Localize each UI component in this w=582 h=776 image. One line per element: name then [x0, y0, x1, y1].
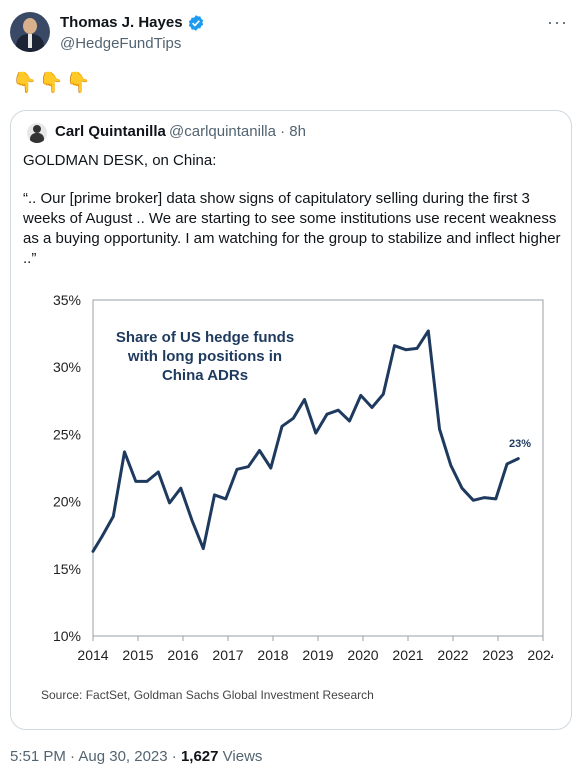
y-tick-label: 20% — [53, 494, 81, 510]
quoted-line-1: GOLDMAN DESK, on China: — [23, 152, 217, 169]
y-tick-label: 30% — [53, 359, 81, 375]
x-tick-label: 2016 — [167, 647, 198, 663]
x-tick-label: 2015 — [122, 647, 153, 663]
x-tick-label: 2024 — [527, 647, 553, 663]
author-handle[interactable]: @HedgeFundTips — [60, 35, 182, 52]
quoted-author-avatar — [27, 123, 47, 143]
y-tick-label: 25% — [53, 426, 81, 442]
x-tick-label: 2023 — [482, 647, 513, 663]
quoted-author-name: Carl Quintanilla — [55, 123, 166, 140]
tweet-footer: 5:51 PM · Aug 30, 2023 · 1,627 Views — [10, 748, 262, 765]
chart-source: Source: FactSet, Goldman Sachs Global In… — [41, 688, 374, 702]
more-options-icon[interactable]: ··· — [547, 12, 568, 32]
chart-title-line-1: Share of US hedge funds — [116, 329, 294, 346]
quoted-tweet[interactable]: Carl Quintanilla @carlquintanilla · 8h G… — [10, 110, 572, 730]
view-count: 1,627 — [180, 748, 219, 765]
views-label: Views — [218, 748, 263, 765]
y-tick-label: 15% — [53, 561, 81, 577]
hedge-fund-chart: 10%15%20%25%30%35% 2014 2015 2016 2017 2018 2… — [41, 292, 553, 702]
quoted-author-handle: @carlquintanilla · 8h — [169, 123, 306, 140]
tweet-timestamp[interactable]: 5:51 PM · Aug 30, 2023 · — [10, 748, 181, 765]
x-tick-label: 2019 — [302, 647, 333, 663]
verified-badge-icon — [188, 15, 204, 31]
x-tick-label: 2021 — [392, 647, 423, 663]
x-tick-label: 2018 — [257, 647, 288, 663]
x-axis-ticks: 2014 2015 2016 2017 2018 2019 2020 2021 2022 2023… — [77, 636, 553, 663]
x-tick-label: 2014 — [77, 647, 108, 663]
author-name[interactable]: Thomas J. Hayes — [60, 14, 183, 31]
quoted-handle-text: @carlquintanilla — [169, 123, 276, 140]
y-tick-label: 35% — [53, 292, 81, 308]
y-axis-ticks: 10% 15% 20% 25% 30% 35% — [53, 292, 81, 644]
chart-title-line-2: with long positions in — [127, 348, 282, 365]
chart-title-line-3: China ADRs — [162, 367, 248, 384]
x-tick-label: 2022 — [437, 647, 468, 663]
x-tick-label: 2020 — [347, 647, 378, 663]
quoted-text: GOLDMAN DESK, on China: “.. Our [prime b… — [23, 151, 561, 287]
series-line — [91, 329, 520, 553]
quoted-time: · 8h — [280, 123, 306, 140]
end-value-label: 23% — [509, 438, 531, 450]
y-tick-label: 10% — [53, 628, 81, 644]
author-avatar[interactable] — [10, 12, 50, 52]
quoted-line-2: “.. Our [prime broker] data show signs o… — [23, 190, 561, 267]
x-tick-label: 2017 — [212, 647, 243, 663]
tweet-text: 👇👇👇 — [12, 72, 93, 94]
